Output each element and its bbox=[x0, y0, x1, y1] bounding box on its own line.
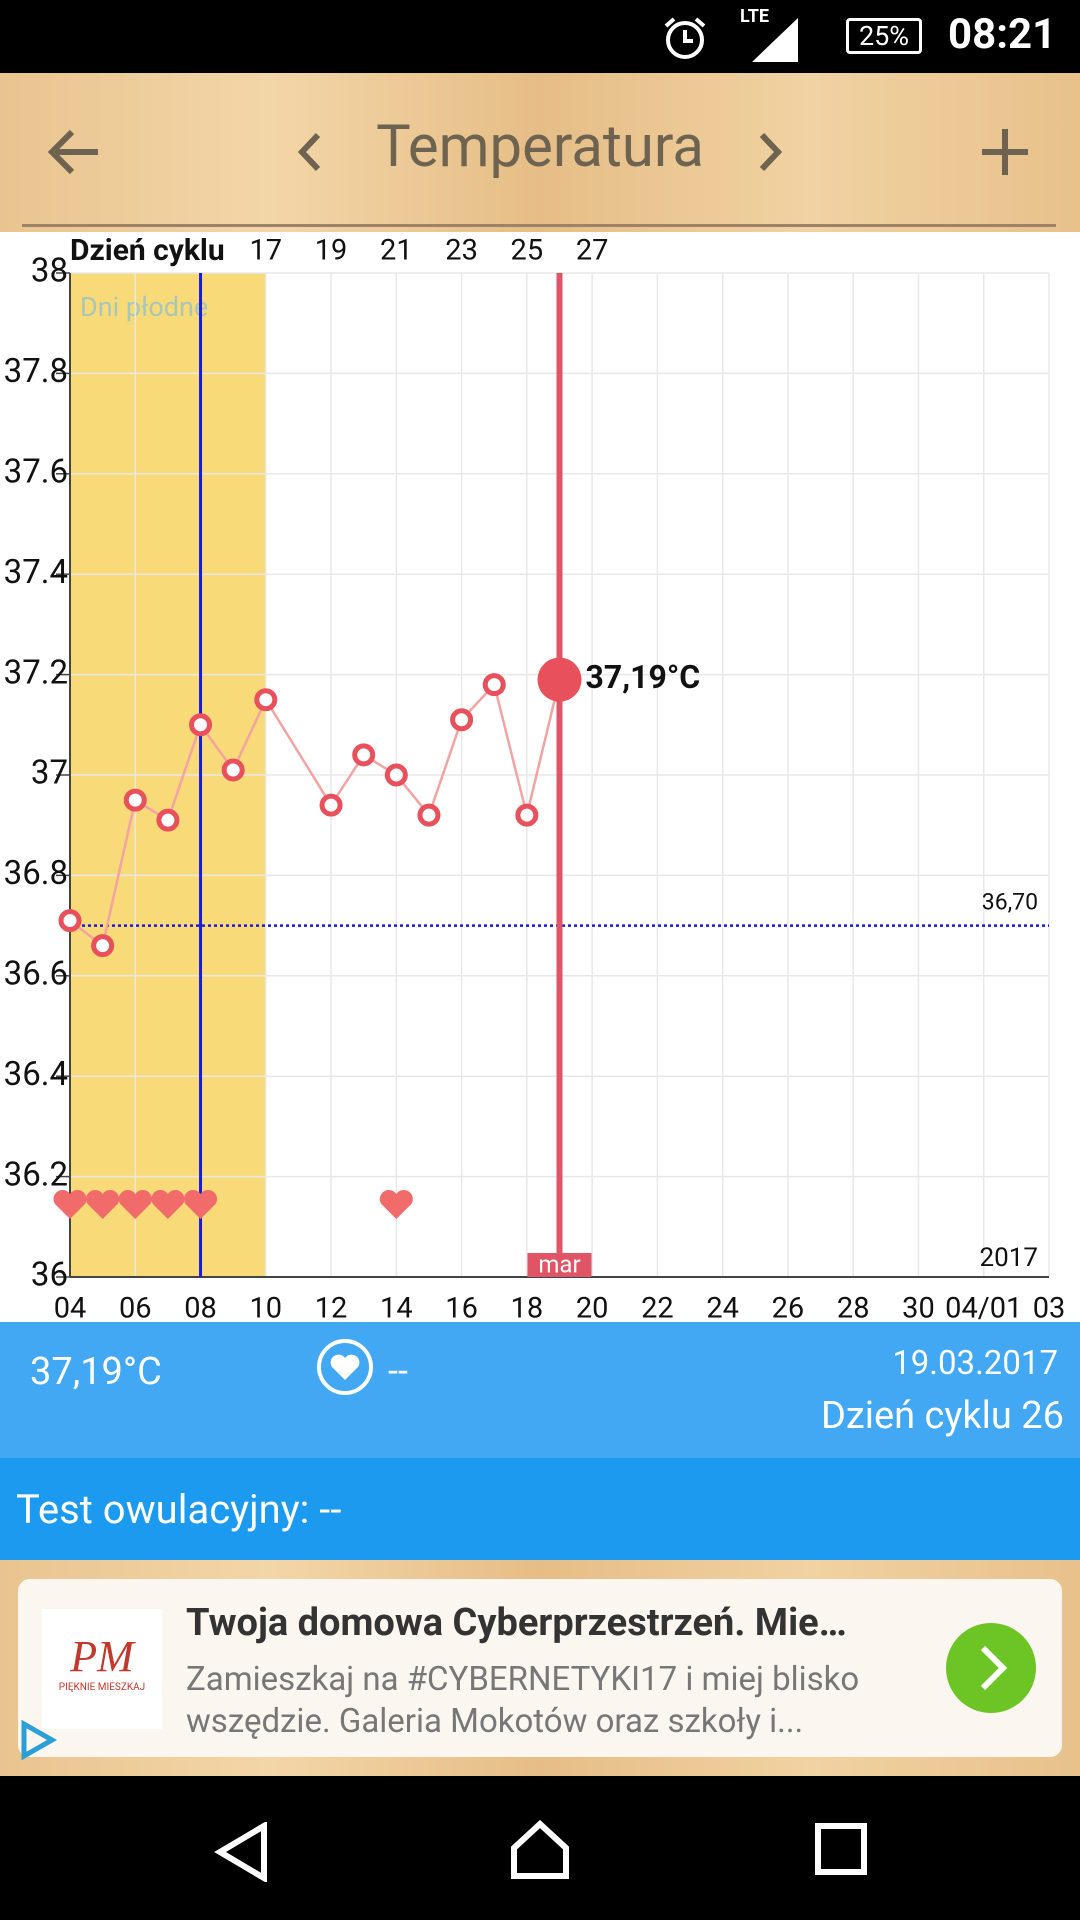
x-tick-label: 16 bbox=[445, 1292, 478, 1322]
x2-tick-label: 19 bbox=[315, 234, 348, 268]
x-tick-label: 10 bbox=[249, 1292, 282, 1322]
selected-label: mar bbox=[538, 1250, 580, 1278]
x-tick-label: 14 bbox=[380, 1292, 413, 1322]
x2-axis-label: Dzień cyklu bbox=[70, 233, 225, 268]
y-tick-label: 37 bbox=[31, 754, 68, 793]
x-tick-label: 18 bbox=[511, 1292, 544, 1322]
nav-bar bbox=[0, 1776, 1080, 1920]
y-tick-label: 37.6 bbox=[4, 453, 68, 492]
data-point bbox=[123, 788, 147, 812]
prev-button[interactable] bbox=[294, 129, 324, 175]
network-type: LTE bbox=[740, 6, 770, 27]
signal-icon bbox=[752, 18, 798, 62]
intercourse-value: -- bbox=[388, 1350, 408, 1392]
x-tick-label: 04 bbox=[54, 1292, 87, 1322]
back-button[interactable] bbox=[46, 127, 102, 177]
data-point bbox=[58, 909, 82, 933]
date: 19.03.2017 bbox=[892, 1344, 1058, 1383]
data-point bbox=[189, 713, 213, 737]
selected-label-bg bbox=[527, 1253, 592, 1277]
nav-home[interactable] bbox=[508, 1818, 572, 1882]
x2-tick-label: 21 bbox=[380, 234, 413, 268]
x-tick-label: 24 bbox=[706, 1292, 739, 1322]
y-tick-label: 36.4 bbox=[4, 1055, 68, 1094]
alarm-icon bbox=[664, 17, 706, 59]
x2-label-bg bbox=[66, 232, 238, 270]
selected-point bbox=[537, 657, 582, 702]
ad-card[interactable]: PM PIĘKNIE MIESZKAJ Twoja domowa Cyberpr… bbox=[18, 1579, 1062, 1757]
reference-label: 36,70 bbox=[982, 889, 1038, 916]
next-button[interactable] bbox=[756, 129, 786, 175]
heart bbox=[86, 1189, 120, 1219]
y-tick-label: 38 bbox=[31, 252, 68, 291]
ad-choices-icon[interactable] bbox=[18, 1720, 58, 1760]
cycle-day: Dzień cyklu 26 bbox=[820, 1394, 1064, 1438]
y-tick-label: 37.8 bbox=[4, 352, 68, 391]
data-point bbox=[254, 688, 278, 712]
data-point bbox=[352, 743, 376, 767]
ad-body: Zamieszkaj na #CYBERNETYKI17 i miej blis… bbox=[186, 1660, 860, 1741]
data-point bbox=[417, 803, 441, 827]
y-tick-label: 37.4 bbox=[4, 553, 68, 592]
heart bbox=[151, 1189, 185, 1219]
ad-logo-caption: PIĘKNIE MIESZKAJ bbox=[58, 1682, 146, 1693]
heart bbox=[379, 1189, 413, 1219]
x-tick-label: 28 bbox=[837, 1292, 870, 1322]
x2-tick-label: 27 bbox=[576, 234, 609, 268]
data-point bbox=[384, 763, 408, 787]
x2-tick-label: 25 bbox=[511, 234, 544, 268]
y-tick-label: 36.6 bbox=[4, 955, 68, 994]
add-button[interactable] bbox=[980, 127, 1030, 177]
heart bbox=[53, 1189, 87, 1219]
x-tick-label: 12 bbox=[315, 1292, 348, 1322]
x-tick-label: 30 bbox=[902, 1292, 935, 1322]
x-tick-label: 08 bbox=[184, 1292, 217, 1322]
ovulation-test-bar[interactable]: Test owulacyjny: -- bbox=[0, 1458, 1080, 1560]
fertile-window-label: Dni płodne bbox=[80, 291, 208, 323]
y-tick-label: 37.2 bbox=[4, 653, 68, 692]
y-tick-label: 36.8 bbox=[4, 854, 68, 893]
heart-icon[interactable] bbox=[316, 1338, 374, 1396]
y-tick-label: 36 bbox=[31, 1256, 68, 1295]
nav-recents[interactable] bbox=[814, 1822, 868, 1876]
ovulation-test: Test owulacyjny: -- bbox=[16, 1486, 342, 1533]
x-tick-label: 06 bbox=[119, 1292, 152, 1322]
ad-open-button[interactable] bbox=[946, 1623, 1036, 1713]
x-tick-label: 20 bbox=[576, 1292, 609, 1322]
heart bbox=[184, 1189, 218, 1219]
temperature-value: 37,19°C bbox=[30, 1350, 162, 1394]
ad-title: Twoja domowa Cyberprzestrzeń. Mie… bbox=[186, 1601, 847, 1645]
data-point bbox=[482, 673, 506, 697]
x-tick-label: 04/01 bbox=[945, 1292, 1022, 1322]
data-point bbox=[450, 708, 474, 732]
clock: 08:21 bbox=[948, 10, 1057, 59]
data-point bbox=[91, 934, 115, 958]
data-point bbox=[515, 803, 539, 827]
x-tick-label: 03 bbox=[1033, 1292, 1066, 1322]
info-bar: 37,19°C -- 19.03.2017 Dzień cyklu 26 bbox=[0, 1322, 1080, 1458]
battery: 25% bbox=[846, 18, 922, 54]
x2-tick-label: 17 bbox=[249, 234, 282, 268]
screen-title: Temperatura bbox=[376, 113, 704, 181]
ad-area: PM PIĘKNIE MIESZKAJ Twoja domowa Cyberpr… bbox=[0, 1560, 1080, 1776]
x2-tick-label: 23 bbox=[445, 234, 478, 268]
x-tick-label: 22 bbox=[641, 1292, 674, 1322]
y-tick-label: 36.2 bbox=[4, 1155, 68, 1194]
nav-back[interactable] bbox=[214, 1822, 270, 1882]
temperature-chart: Dni płodne 36 36.2 36.4 36.6 36.8 37 37.2 37.4 37… bbox=[0, 232, 1080, 1322]
data-point bbox=[221, 758, 245, 782]
status-bar: LTE 25% 08:21 bbox=[0, 0, 1080, 73]
x-tick-label: 26 bbox=[772, 1292, 805, 1322]
app-bar: Temperatura bbox=[0, 73, 1080, 232]
heart bbox=[118, 1189, 152, 1219]
header-divider bbox=[22, 224, 1056, 227]
data-point bbox=[319, 793, 343, 817]
value-label: 37,19°C bbox=[586, 658, 701, 696]
data-point bbox=[156, 808, 180, 832]
ad-logo: PM PIĘKNIE MIESZKAJ bbox=[42, 1609, 162, 1729]
ad-logo-text: PM bbox=[70, 1632, 134, 1681]
year-label: 2017 bbox=[980, 1243, 1038, 1273]
